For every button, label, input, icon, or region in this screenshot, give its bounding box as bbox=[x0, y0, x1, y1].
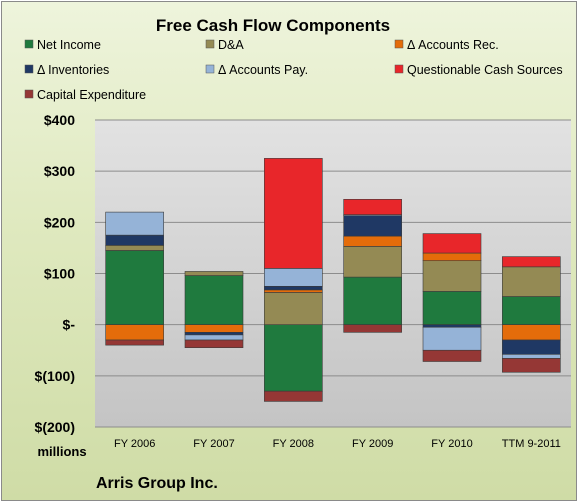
bar-segment bbox=[343, 324, 402, 333]
bar-segment bbox=[502, 354, 561, 359]
y-tick-label: $200 bbox=[44, 214, 75, 230]
bar-segment bbox=[105, 324, 164, 341]
legend-swatch bbox=[24, 64, 34, 74]
bar-segment bbox=[502, 339, 561, 355]
y-tick-label: $300 bbox=[44, 163, 75, 179]
bar-segment bbox=[343, 215, 402, 237]
bar-segment bbox=[343, 276, 402, 325]
bar-segment bbox=[264, 292, 323, 325]
legend-label: Net Income bbox=[37, 38, 101, 52]
bar-segment bbox=[422, 252, 482, 262]
bar-segment bbox=[422, 233, 482, 254]
gridlines bbox=[95, 119, 571, 428]
bar-segment bbox=[184, 275, 244, 325]
bar-segment bbox=[343, 246, 402, 278]
bars bbox=[105, 158, 561, 402]
bar-segment bbox=[422, 349, 482, 362]
bar-segment bbox=[422, 326, 482, 351]
legend-swatch bbox=[205, 64, 215, 74]
legend-label: D&A bbox=[218, 38, 244, 52]
y-axis: $(200) $(100) $- $100 $200 $300 $400 bbox=[35, 112, 76, 435]
legend-label: Questionable Cash Sources bbox=[407, 63, 563, 77]
y-tick-label: $100 bbox=[44, 266, 75, 282]
x-tick-label: FY 2010 bbox=[431, 438, 472, 450]
bar-segment bbox=[105, 250, 164, 325]
bar-segment bbox=[502, 266, 561, 297]
legend-swatch bbox=[24, 89, 34, 99]
bar-segment bbox=[422, 291, 482, 325]
y-tick-label: $400 bbox=[44, 112, 75, 128]
legend-swatch bbox=[205, 39, 215, 49]
legend-label: Capital Expenditure bbox=[37, 88, 146, 102]
bar-segment bbox=[264, 390, 323, 402]
legend-swatch bbox=[24, 39, 34, 49]
bar-segment bbox=[422, 260, 482, 292]
bar-segment bbox=[105, 234, 164, 246]
y-tick-label: $(200) bbox=[35, 419, 75, 435]
bar-segment bbox=[264, 285, 323, 291]
bar-segment bbox=[502, 256, 561, 268]
bar-segment bbox=[264, 158, 323, 269]
legend: Net Income D&A Δ Accounts Rec. Δ Inventorie… bbox=[24, 38, 563, 102]
bar-segment bbox=[184, 332, 244, 336]
legend-swatch bbox=[394, 39, 404, 49]
bar-segment bbox=[105, 211, 164, 236]
bar-segment bbox=[264, 289, 323, 293]
y-tick-label: $(100) bbox=[35, 368, 75, 384]
x-tick-label: FY 2008 bbox=[273, 438, 314, 450]
bar-segment bbox=[105, 245, 164, 251]
legend-label: Δ Accounts Rec. bbox=[407, 38, 499, 52]
bar-segment bbox=[502, 324, 561, 341]
company-name: Arris Group Inc. bbox=[96, 475, 218, 492]
bar-segment bbox=[184, 334, 244, 341]
bar-segment bbox=[264, 324, 323, 392]
x-tick-label: FY 2007 bbox=[193, 438, 234, 450]
bar-segment bbox=[184, 339, 244, 348]
chart-title: Free Cash Flow Components bbox=[156, 16, 390, 35]
bar-segment bbox=[502, 358, 561, 373]
x-axis: FY 2006 FY 2007 FY 2008 FY 2009 FY 2010 TTM 9… bbox=[114, 438, 561, 450]
bar-segment bbox=[502, 296, 561, 325]
legend-swatch bbox=[394, 64, 404, 74]
bar-segment bbox=[184, 324, 244, 333]
bar-segment bbox=[422, 324, 482, 328]
x-tick-label: FY 2009 bbox=[352, 438, 393, 450]
units-label: millions bbox=[37, 444, 86, 459]
bar-segment bbox=[184, 271, 244, 276]
bar-segment bbox=[343, 199, 402, 215]
bar-segment bbox=[264, 268, 323, 287]
legend-label: Δ Inventories bbox=[37, 63, 109, 77]
bar-segment bbox=[105, 339, 164, 346]
legend-label: Δ Accounts Pay. bbox=[218, 63, 308, 77]
x-tick-label: FY 2006 bbox=[114, 438, 155, 450]
x-tick-label: TTM 9-2011 bbox=[502, 438, 561, 450]
y-tick-label: $- bbox=[63, 317, 76, 333]
bar-segment bbox=[343, 235, 402, 247]
